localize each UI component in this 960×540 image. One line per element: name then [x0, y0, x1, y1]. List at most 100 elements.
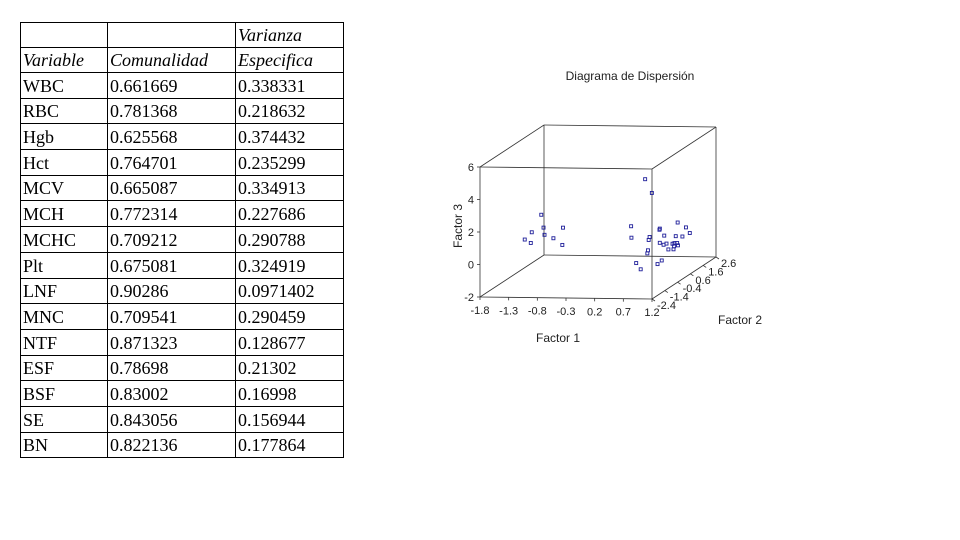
box-edge	[651, 126, 717, 170]
table-cell: 0.709212	[107, 226, 236, 253]
x-tick-label: -1.3	[499, 305, 518, 317]
table-header-top: Varianza	[20, 22, 344, 48]
table-cell: 0.764701	[107, 149, 236, 176]
data-point	[680, 234, 685, 239]
table-cell: 0.822136	[107, 431, 236, 459]
table-cell: 0.290459	[235, 303, 344, 330]
table-cell: 0.227686	[235, 200, 344, 228]
box-edge	[543, 124, 717, 128]
x-tick-label: -0.3	[557, 306, 576, 318]
table-cell: 0.324919	[235, 251, 344, 279]
data-point	[551, 236, 556, 241]
table-cell: 0.334913	[235, 174, 344, 202]
header-cell	[107, 22, 236, 48]
table-cell: 0.16998	[235, 380, 344, 407]
x-tick-label: 0.7	[616, 307, 631, 319]
table-cell: 0.78698	[107, 354, 236, 382]
y-tick-label: 2.6	[721, 258, 736, 270]
data-point	[655, 262, 660, 267]
table-cell: 0.665087	[107, 174, 236, 202]
table-row: RBC 0.781368 0.218632	[20, 97, 344, 125]
y-tick-label: 1.6	[708, 266, 723, 278]
box-edge	[543, 254, 717, 258]
y-tick-label: -2.4	[657, 300, 676, 312]
z-axis-label: Factor 3	[451, 204, 465, 248]
y-tick-label: -0.4	[683, 283, 702, 295]
table-row: MNC 0.709541 0.290459	[20, 303, 344, 330]
data-point	[542, 232, 547, 237]
table-header: Variable Comunalidad Especifica	[20, 47, 344, 73]
data-point	[528, 240, 533, 245]
table-cell: BN	[20, 431, 108, 459]
z-tick-label: -2	[464, 292, 474, 304]
data-point	[634, 261, 639, 266]
table-cell: MCH	[20, 200, 108, 228]
x-tick-label: -1.8	[471, 305, 490, 317]
table-cell: 0.128677	[235, 328, 344, 356]
data-point	[649, 191, 654, 195]
table-cell: 0.0971402	[235, 277, 344, 305]
table-row: MCV 0.665087 0.334913	[20, 174, 344, 202]
table-cell: 0.661669	[107, 72, 236, 99]
table-row: LNF 0.90286 0.0971402	[20, 277, 344, 305]
data-point	[646, 238, 651, 242]
table-cell: Hct	[20, 149, 108, 176]
header-cell: Comunalidad	[107, 47, 236, 73]
table-cell: 0.772314	[107, 200, 236, 228]
y-tick	[690, 273, 694, 277]
scatter-3d-chart: -1.8 -1.3 -0.8 -0.3 0.2 0.7 1.2-2.4-1.4-0.40.6…	[451, 69, 762, 345]
data-point	[560, 242, 565, 247]
box-edge	[479, 254, 545, 298]
z-tick-label: 2	[468, 227, 474, 239]
data-point	[541, 225, 546, 230]
header-cell: Varianza	[235, 22, 344, 48]
z-tick-label: 6	[468, 162, 474, 174]
data-point	[675, 220, 680, 225]
box-edge	[479, 124, 545, 168]
table-row: SE 0.843056 0.156944	[20, 405, 344, 433]
data-point	[659, 258, 664, 263]
plot-box	[479, 124, 717, 300]
table-cell: 0.290788	[235, 226, 344, 253]
z-tick-label: 0	[468, 260, 474, 272]
y-tick	[651, 298, 656, 302]
data-point	[671, 247, 676, 252]
table-row: Hgb 0.625568 0.374432	[20, 123, 344, 151]
table-row: Plt 0.675081 0.324919	[20, 251, 344, 279]
table-cell: NTF	[20, 328, 108, 356]
data-point	[629, 235, 634, 240]
table-cell: BSF	[20, 380, 108, 407]
data-point	[687, 231, 692, 235]
y-tick	[715, 256, 720, 260]
box-edge	[651, 256, 717, 300]
data-point	[561, 225, 565, 230]
table-cell: ESF	[20, 354, 108, 382]
table-cell: Hgb	[20, 123, 108, 151]
data-point	[539, 212, 544, 217]
x-tick-label: 1.2	[644, 307, 659, 319]
table-cell: 0.675081	[107, 251, 236, 279]
box-edge	[479, 166, 653, 170]
table-cell: 0.843056	[107, 405, 236, 433]
table-cell: 0.338331	[235, 72, 344, 99]
table-row: Hct 0.764701 0.235299	[20, 149, 344, 176]
table-cell: 0.374432	[235, 123, 344, 151]
axis-ticks: -1.8 -1.3 -0.8 -0.3 0.2 0.7 1.2-2.4-1.4-0.40.6…	[464, 162, 736, 319]
header-cell: Especifica	[235, 47, 344, 73]
table-row: ESF 0.78698 0.21302	[20, 354, 344, 382]
table-row: MCHC 0.709212 0.290788	[20, 226, 344, 253]
table-cell: MNC	[20, 303, 108, 330]
y-tick	[677, 281, 681, 285]
x-tick-label: -0.8	[528, 306, 547, 318]
communality-table: Varianza Variable Comunalidad Especifica WBC…	[20, 22, 344, 459]
data-point	[529, 230, 534, 235]
data-point	[638, 267, 643, 272]
data-point	[662, 233, 667, 238]
table-row: MCH 0.772314 0.227686	[20, 200, 344, 228]
table-cell: MCHC	[20, 226, 108, 253]
table-cell: 0.156944	[235, 405, 344, 433]
table-cell: 0.218632	[235, 97, 344, 125]
data-point	[676, 243, 680, 248]
table-cell: 0.177864	[235, 431, 344, 459]
data-point	[683, 225, 688, 230]
